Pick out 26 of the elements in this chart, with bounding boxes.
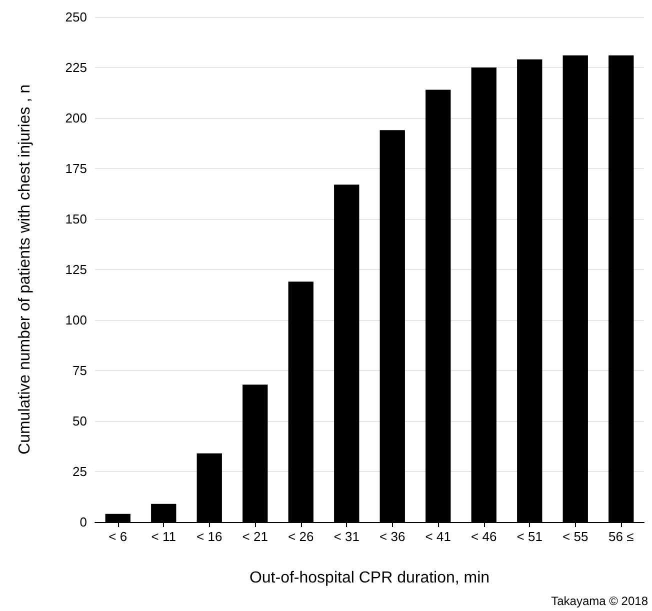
y-tick-label: 0 [80,514,87,530]
y-tick-label: 150 [65,212,87,226]
x-tick-label: < 36 [380,529,406,544]
x-tick-label: < 16 [196,529,222,544]
y-tick-label: 175 [65,161,87,176]
x-tick-label: < 21 [242,529,268,544]
y-tick-label: 100 [65,312,87,328]
y-tick-label: 50 [72,414,87,428]
x-tick-label: < 31 [334,529,360,544]
y-tick-label: 200 [65,110,87,126]
x-tick-label: < 46 [471,529,497,544]
x-tick-label: < 26 [288,529,314,544]
y-tick-label: 225 [65,60,87,75]
y-tick-label: 25 [72,464,87,479]
y-tick-label: 125 [65,262,87,277]
y-tick-label: 250 [65,10,87,24]
x-tick-label: < 6 [108,529,128,544]
x-tick-label: < 11 [151,529,176,544]
x-tick-label: < 55 [562,529,588,544]
x-axis-title: Out-of-hospital CPR duration, min [249,570,490,586]
x-tick-label: 56 ≤ [608,529,634,544]
y-axis-title: Cumulative number of patients with chest injuries , n [16,84,34,454]
x-tick-label: < 41 [425,529,451,544]
x-tick-label: < 51 [516,529,542,544]
y-tick-label: 75 [72,363,87,378]
text: Takayama © 2018 [551,594,648,608]
